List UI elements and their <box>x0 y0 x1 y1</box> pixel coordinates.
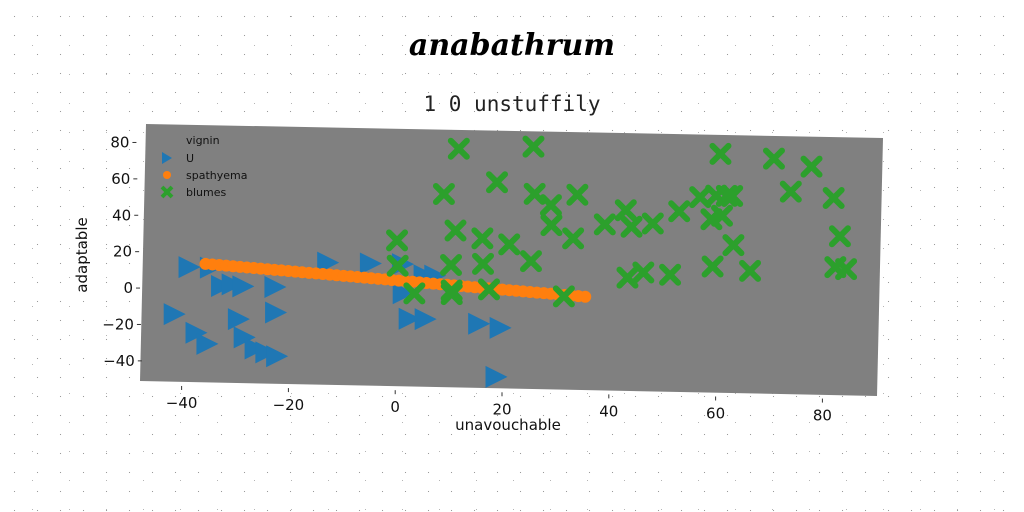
y-tick-label: 60 <box>111 170 130 188</box>
series-u-point <box>414 308 437 331</box>
legend-title: vignin <box>186 134 220 147</box>
legend-label: U <box>186 152 194 165</box>
series-blumes-point <box>762 147 785 170</box>
series-blumes-point <box>668 200 691 223</box>
x-axis: −40 −20 0 20 40 60 80 <box>166 385 832 425</box>
series-blumes-point <box>471 227 494 250</box>
series-blumes-point <box>472 252 495 275</box>
series-blumes-point <box>721 184 744 207</box>
series-blumes-point <box>540 214 563 237</box>
chart-title: anabathrum <box>408 28 616 63</box>
series-blumes-point <box>701 255 724 278</box>
series-blumes-point <box>562 227 585 250</box>
series-blumes-point <box>519 250 542 273</box>
series-blumes-point <box>403 282 426 305</box>
series-blumes-point <box>800 155 823 178</box>
series-u-point <box>392 282 415 305</box>
series-u-point <box>359 252 382 275</box>
legend-marker-spathyema <box>163 171 171 179</box>
series-blumes-point <box>440 283 463 306</box>
y-tick-label: 0 <box>123 279 133 297</box>
chart-subtitle: 1 0 unstuffily <box>423 92 601 116</box>
series-blumes-point <box>722 234 745 257</box>
series-blumes-point <box>552 285 575 308</box>
y-tick-label: 80 <box>110 133 129 151</box>
legend-label: spathyema <box>186 169 247 182</box>
data-marks <box>163 135 858 388</box>
y-tick-label: 20 <box>113 243 132 261</box>
series-u-point <box>265 301 288 324</box>
x-tick-label: 20 <box>492 400 511 418</box>
series-blumes-point <box>593 213 616 236</box>
series-u-point <box>227 308 250 331</box>
x-tick-label: −20 <box>273 396 305 414</box>
series-blumes-point <box>386 254 409 277</box>
series-u-point <box>163 303 186 326</box>
x-tick-label: −40 <box>166 394 198 412</box>
series-u-point <box>185 321 208 344</box>
y-axis: −40 −20 0 20 40 60 80 <box>102 133 142 370</box>
x-tick-label: 40 <box>599 402 618 420</box>
series-blumes-point <box>539 194 562 217</box>
x-axis-label: unavouchable <box>455 416 561 434</box>
legend-marker-u <box>162 152 172 164</box>
series-blumes-point <box>440 254 463 277</box>
series-blumes-point <box>432 182 455 205</box>
series-blumes-point <box>828 225 851 248</box>
series-blumes-point <box>632 261 655 284</box>
series-u-point <box>178 256 201 279</box>
legend-label: blumes <box>186 186 226 199</box>
series-blumes-point <box>614 199 637 222</box>
series-u-point <box>233 326 256 349</box>
series-blumes-point <box>659 263 682 286</box>
series-blumes-point <box>447 137 470 160</box>
series-blumes-point <box>641 212 664 235</box>
series-u-point <box>468 312 491 335</box>
series-blumes-point <box>822 186 845 209</box>
series-blumes-point <box>498 233 521 256</box>
y-tick-label: −20 <box>102 315 134 333</box>
series-u-point <box>196 332 219 355</box>
series-blumes-point <box>523 182 546 205</box>
y-axis-label: adaptable <box>73 217 91 292</box>
legend-marker-blumes <box>160 185 174 199</box>
series-u-point <box>266 345 289 368</box>
x-tick-label: 0 <box>390 398 400 416</box>
y-tick-label: 40 <box>112 206 131 224</box>
series-blumes-point <box>715 184 738 207</box>
series-blumes-point <box>477 278 500 301</box>
x-tick-label: 60 <box>706 404 725 422</box>
x-tick-label: 80 <box>813 407 832 425</box>
series-blumes-point <box>620 215 643 238</box>
y-tick-label: −40 <box>103 352 135 370</box>
series-u-point <box>264 276 287 299</box>
series-blumes-point <box>616 266 639 289</box>
series-u-point <box>489 316 512 339</box>
series-blumes-point <box>711 204 734 227</box>
series-blumes-point <box>444 219 467 242</box>
series-blumes-point <box>486 171 509 194</box>
series-u-point <box>398 307 421 330</box>
series-blumes-point <box>709 142 732 165</box>
series-u-point <box>485 365 508 388</box>
series-blumes-point <box>779 180 802 203</box>
series-spathyema-point <box>579 290 592 303</box>
series-blumes-point <box>739 259 762 282</box>
series-u-point <box>232 275 255 298</box>
series-blumes-point <box>566 183 589 206</box>
series-blumes-point <box>386 229 409 252</box>
series-blumes-point <box>522 135 545 158</box>
series-blumes-point <box>835 258 858 281</box>
